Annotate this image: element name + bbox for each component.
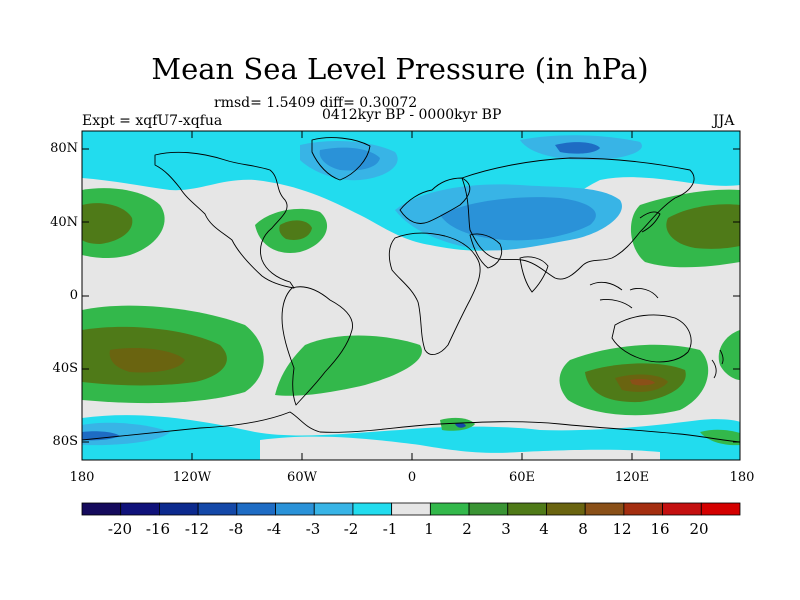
season-label: JJA [713,113,735,129]
colorbar-swatch [81,502,122,516]
south-pacific-positive-core [109,348,185,373]
colorbar-swatch [159,502,199,516]
lon-tick-120w: 120W [172,470,212,485]
colorbar-label: 12 [612,520,632,538]
north-atlantic-positive-core [279,220,312,240]
japan-coast [639,211,661,233]
siberia-negative-inner [555,142,600,154]
india-coast [519,256,549,293]
lon-tick-60e: 60E [508,470,536,485]
colorbar-swatch [197,502,238,516]
colorbar-swatch [468,502,509,516]
asia-coast [461,157,695,280]
arctic-negative-band [82,131,740,251]
antarctic-light-gap [260,436,660,460]
colorbar-label: -8 [228,520,244,538]
colorbar-swatch [662,502,702,516]
north-pacific-positive-east-core [666,204,740,249]
colorbar-label: 4 [539,520,549,538]
colorbar-swatch [120,502,160,516]
lat-tick-80n: 80N [50,141,78,156]
lat-tick-80s: 80S [52,434,78,449]
colorbar-label: 8 [578,520,588,538]
indian-ocean-positive-peak [630,379,655,386]
pressure-field [82,131,740,460]
lon-tick-180w: 180 [69,470,95,485]
colorbar-label: 3 [501,520,511,538]
lat-tick-40s: 40S [52,361,78,376]
antarctic-small-negative [455,422,466,428]
colorbar-label: -2 [343,520,359,538]
colorbar-swatch [313,502,354,516]
colorbar-label: -1 [382,520,398,538]
antarctic-east-positive [700,429,740,446]
lon-tick-marks [191,131,633,460]
africa-coast [388,232,481,356]
colorbar-label: -16 [145,520,171,538]
colorbar-label: -12 [184,520,210,538]
eurasia-negative-inner [440,197,596,241]
south-pacific-positive-east-edge [718,330,740,380]
lat-tick-40n: 40N [50,215,78,230]
colorbar-label: 16 [650,520,670,538]
lon-tick-60w: 60W [287,470,317,485]
greenland-coast [311,137,371,181]
lon-tick-180e: 180 [729,470,755,485]
colorbar-label: -4 [266,520,282,538]
greenland-negative-inner [319,147,380,171]
new-zealand-coast [711,349,724,379]
south-america-coast [281,286,353,406]
colorbar-swatch [429,502,470,516]
coastlines [82,137,740,443]
colorbar-swatch [700,502,741,516]
map-title: Mean Sea Level Pressure (in hPa) [151,52,649,86]
south-atlantic-positive [275,335,422,396]
colorbar-label: 20 [689,520,709,538]
colorbar-swatch [507,502,547,516]
arabia-coast [469,233,503,269]
antarctic-negative-band [82,415,740,460]
colorbar-swatch [391,502,431,516]
europe-coast [399,177,471,224]
colorbar-swatch [546,502,586,516]
colorbar-swatch [584,502,625,516]
southeast-asia-islands [589,281,659,309]
colorbar-label: 1 [424,520,434,538]
colorbar-swatch [352,502,393,516]
lat-tick-0: 0 [69,288,78,303]
australia-coast [611,314,692,363]
lon-tick-120e: 120E [614,470,650,485]
lon-tick-0: 0 [407,470,417,485]
antarctica-coast [82,411,740,443]
antarctic-negative-inner [82,431,120,441]
colorbar-label: -3 [305,520,321,538]
colorbar [81,502,741,516]
colorbar-label: -20 [107,520,133,538]
colorbar-swatch [275,502,315,516]
rmsd-diff-stats: rmsd= 1.5409 diff= 0.30072 [214,95,418,111]
time-period-label: 0412kyr BP - 0000kyr BP [322,107,502,123]
lat-tick-marks [82,148,740,443]
colorbar-label: 2 [462,520,472,538]
colorbar-swatch [236,502,276,516]
north-pacific-positive-west-core [82,203,133,244]
experiment-label: Expt = xqfU7-xqfua [82,113,223,129]
north-america-coast [154,151,295,289]
colorbar-swatch [623,502,663,516]
